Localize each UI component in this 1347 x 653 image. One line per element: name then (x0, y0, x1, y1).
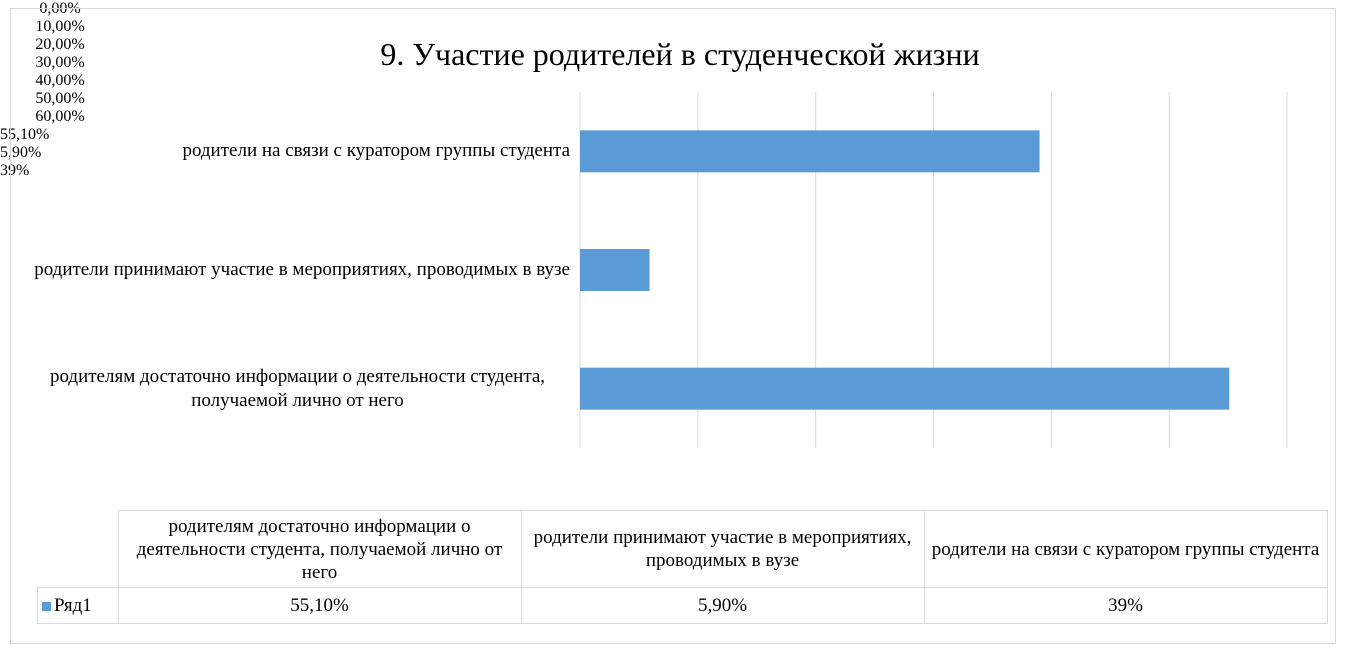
bar (580, 367, 1230, 410)
chart-border (10, 8, 1336, 644)
bar (580, 130, 1040, 173)
x-tick-label: 40,00% (35, 72, 85, 89)
y-tick-label: родителям достаточно информации о деятел… (49, 365, 546, 411)
table-header-row: родителям достаточно информации о деятел… (37, 510, 1328, 588)
y-tick-label-box: родители на связи с куратором группы сту… (0, 139, 570, 163)
table-header-cell: родителям достаточно информации о деятел… (117, 510, 522, 588)
x-tick-label: 60,00% (35, 108, 85, 125)
bar (580, 249, 650, 291)
y-tick-label: родители на связи с куратором группы сту… (182, 140, 570, 162)
table-header-cell: родители принимают участие в мероприятия… (520, 510, 925, 588)
table-legend-cell: Ряд1 (37, 587, 119, 624)
x-tick-label: 30,00% (35, 54, 85, 71)
y-tick-label: родители принимают участие в мероприятия… (34, 259, 570, 280)
table-corner (37, 510, 119, 588)
data-label: 39% (0, 162, 30, 179)
table-value-cell: 55,10% (117, 587, 522, 624)
chart-title: 9. Участие родителей в студенческой жизн… (380, 36, 980, 72)
x-tick-label: 10,00% (35, 18, 85, 35)
legend-swatch (42, 602, 51, 611)
table-value-cell: 39% (923, 587, 1328, 624)
data-label: 55,10% (0, 126, 50, 143)
data-table: родителям достаточно информации о деятел… (37, 510, 1328, 624)
table-value-cell: 5,90% (520, 587, 925, 624)
table-data-row: Ряд1 55,10% 5,90% 39% (37, 587, 1328, 624)
y-tick-label-box: родители принимают участие в мероприятия… (0, 258, 570, 282)
y-tick-label-box: родителям достаточно информации о деятел… (0, 365, 570, 413)
x-tick-label: 50,00% (35, 90, 85, 107)
x-tick-label: 20,00% (35, 36, 85, 53)
table-header-cell: родители на связи с куратором группы сту… (923, 510, 1328, 588)
legend-label: Ряд1 (54, 595, 92, 616)
